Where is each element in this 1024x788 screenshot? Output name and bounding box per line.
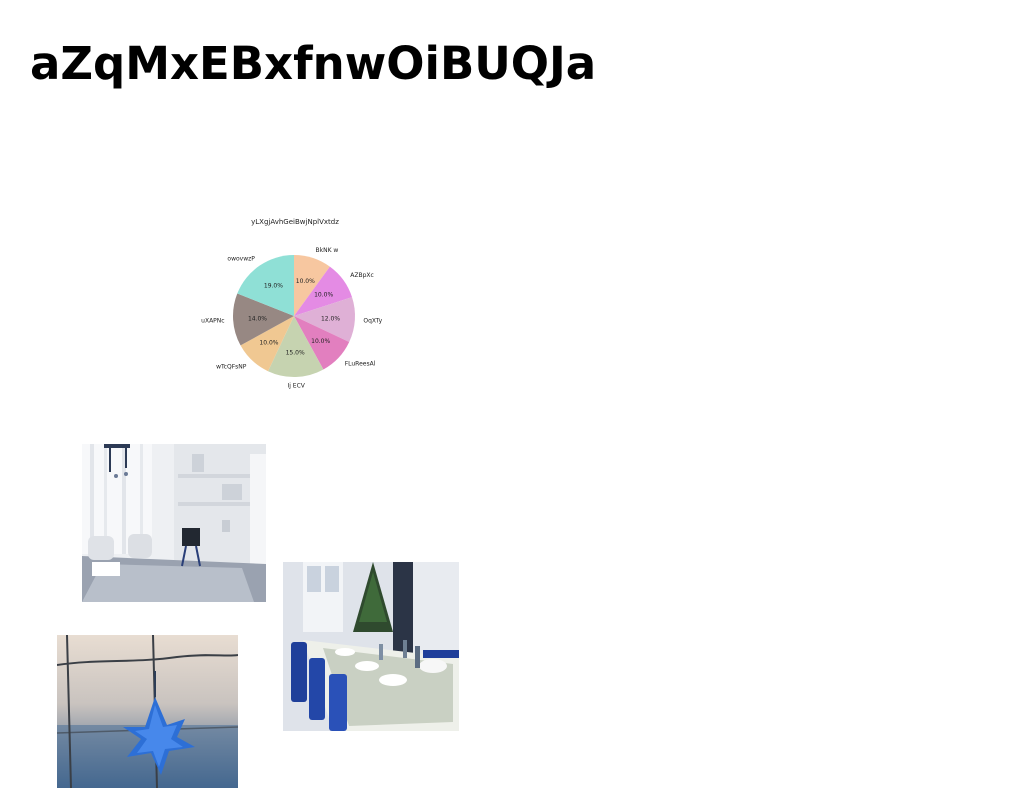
pie-slice-label-2: OqXTy [363, 317, 382, 324]
pie-slice-labels: BkNK w AZBpXc OqXTy FLuReesAl Ij ECV wTcQFsNP… [201, 247, 383, 390]
pie-chart: yLXgjAvhGeiBwjNplVxtdz 10.0% 10.0% 12.0% 10… [200, 210, 390, 410]
pie-chart-svg: yLXgjAvhGeiBwjNplVxtdz 10.0%10.0%12.0%10… [201, 218, 383, 390]
pie-slice-label-0: BkNK w [315, 247, 338, 254]
pie-slice-4 [268, 316, 324, 377]
pie-slice-label-1: AZBpXc [350, 272, 374, 279]
pie-slice-7 [237, 255, 294, 316]
pie-slice-0 [294, 255, 330, 316]
pie-slice-2 [294, 297, 355, 342]
blue-leaf-photo [57, 635, 238, 788]
pie-percent-label-2: 12.0% [321, 315, 340, 322]
pie-slice-label-3: FLuReesAl [345, 361, 376, 368]
pie-slice-label-6: uXAPNc [201, 317, 224, 324]
living-room-photo [82, 444, 266, 602]
pie-percent-label-3: 10.0% [311, 338, 330, 345]
pie-slices [233, 255, 355, 377]
pie-percent-label-7: 19.0% [264, 283, 283, 290]
pie-slice-label-5: wTcQFsNP [216, 364, 247, 371]
pie-percent-label-1: 10.0% [314, 291, 333, 298]
pie-slice-5 [240, 316, 294, 372]
pie-percent-label-5: 10.0% [259, 340, 278, 347]
dining-table-photo [283, 562, 459, 731]
pie-percent-labels: 10.0% 10.0% 12.0% 10.0% 15.0% 10.0% 14.0% 19.0% [248, 278, 340, 356]
pie-slice-6 [233, 293, 294, 346]
pie-slice-label-4: Ij ECV [287, 383, 305, 390]
pie-slice-3 [294, 316, 350, 370]
pie-percent-label-0: 10.0% [296, 278, 315, 285]
pie-percent-label-4: 15.0% [286, 350, 305, 357]
pie-slice-label-7: owovwzP [227, 255, 255, 262]
pie-percent-label-6: 14.0% [248, 315, 267, 322]
page-title: aZqMxEBxfnwOiBUQJa [30, 37, 597, 90]
chart-title: yLXgjAvhGeiBwjNplVxtdz [251, 218, 339, 226]
pie-slice-1 [294, 266, 353, 316]
